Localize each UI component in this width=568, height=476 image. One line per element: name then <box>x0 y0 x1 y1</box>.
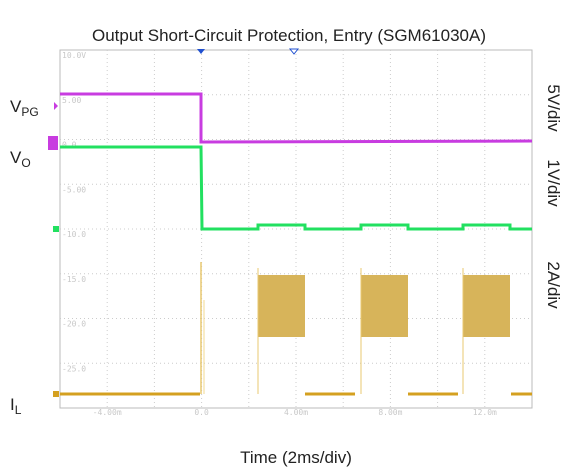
screen-x-label: 8.00m <box>378 408 402 417</box>
x-label: Time (2ms/div) <box>240 448 352 467</box>
signal-label: IL <box>10 395 22 417</box>
screen-y-label: 10.0V <box>62 51 86 60</box>
screen-x-label: -4.00m <box>93 408 122 417</box>
signal-sub: L <box>15 403 22 417</box>
screen-y-label: 5.00 <box>62 96 81 105</box>
screen-y-label: 0.0 <box>62 141 77 150</box>
screen-y-label: -5.00 <box>62 185 86 194</box>
screen-y-label: -25.0 <box>62 364 86 373</box>
screen-x-label: 0.0 <box>194 408 209 417</box>
il-trace <box>60 262 532 396</box>
scale-label: 5V/div <box>544 84 563 132</box>
signal-label: VPG <box>10 97 39 119</box>
signal-sub: PG <box>21 105 38 119</box>
ch-marker <box>53 391 59 397</box>
signal-main: V <box>10 148 22 167</box>
signal-label: VO <box>10 148 31 170</box>
screen-y-label: -10.0 <box>62 230 86 239</box>
vpg-trace <box>60 92 533 144</box>
signal-main: V <box>10 97 22 116</box>
ch-marker <box>48 136 58 150</box>
signal-sub: O <box>21 156 30 170</box>
waveforms <box>48 48 533 397</box>
signal-main: I <box>10 395 15 414</box>
trigger-marker <box>197 49 205 54</box>
ch-marker <box>53 226 59 232</box>
screen-grid: 10.0V 5.00 0.0 -5.00 -10.0 -15.0 -20.0 -25.0 -4.… <box>59 49 533 417</box>
screen-x-label: 12.0m <box>473 408 497 417</box>
vo-trace <box>60 145 532 231</box>
screen-y-label: -20.0 <box>62 320 86 329</box>
title: Output Short-Circuit Protection, Entry (… <box>92 26 486 45</box>
screen-x-label: 4.00m <box>284 408 308 417</box>
scale-label: 1V/div <box>544 159 563 207</box>
time-marker <box>288 48 300 55</box>
scale-label: 2A/div <box>544 261 563 309</box>
ch-marker <box>54 102 58 110</box>
screen-y-label: -15.0 <box>62 275 86 284</box>
